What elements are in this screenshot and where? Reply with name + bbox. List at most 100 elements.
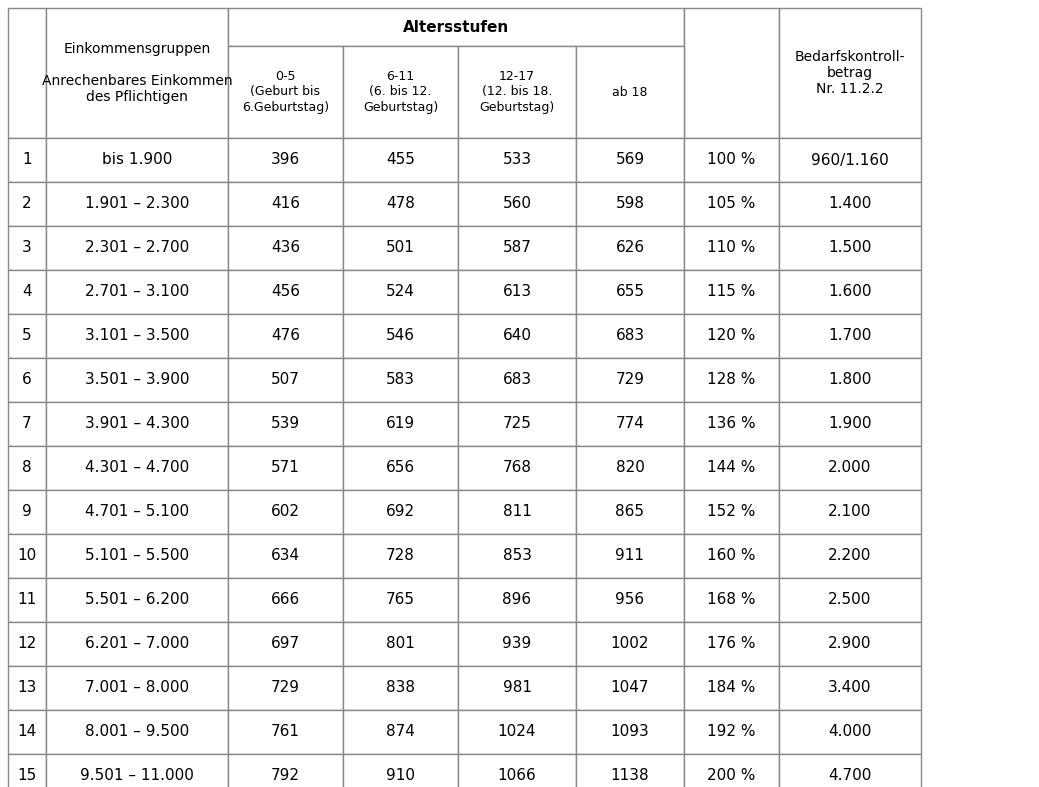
Bar: [576, 446, 684, 490]
Bar: [576, 138, 684, 182]
Bar: [684, 534, 779, 578]
Text: 3.501 – 3.900: 3.501 – 3.900: [85, 372, 189, 387]
Bar: [46, 314, 228, 358]
Bar: [458, 534, 576, 578]
Bar: [684, 578, 779, 622]
Bar: [576, 270, 684, 314]
Bar: [779, 666, 921, 710]
Bar: [228, 182, 343, 226]
Text: 2.200: 2.200: [828, 549, 872, 563]
Text: 3: 3: [22, 241, 32, 256]
Bar: [576, 578, 684, 622]
Text: 666: 666: [271, 593, 300, 608]
Text: 176 %: 176 %: [708, 637, 755, 652]
Text: 2.900: 2.900: [828, 637, 872, 652]
Text: 801: 801: [387, 637, 415, 652]
Text: 1047: 1047: [611, 681, 649, 696]
Text: 13: 13: [18, 681, 36, 696]
Bar: [458, 402, 576, 446]
Text: 728: 728: [387, 549, 415, 563]
Bar: [228, 226, 343, 270]
Bar: [684, 622, 779, 666]
Text: 14: 14: [18, 725, 36, 740]
Text: 598: 598: [615, 197, 644, 212]
Text: 4.700: 4.700: [828, 768, 872, 784]
Bar: [343, 358, 458, 402]
Text: 2.500: 2.500: [828, 593, 872, 608]
Text: 184 %: 184 %: [708, 681, 755, 696]
Bar: [343, 46, 458, 138]
Text: 838: 838: [387, 681, 415, 696]
Bar: [8, 138, 46, 182]
Bar: [779, 402, 921, 446]
Text: 692: 692: [385, 504, 415, 519]
Text: 2.100: 2.100: [828, 504, 872, 519]
Text: 546: 546: [387, 328, 415, 343]
Bar: [576, 182, 684, 226]
Bar: [228, 46, 343, 138]
Text: Bedarfskontroll-
betrag
Nr. 11.2.2: Bedarfskontroll- betrag Nr. 11.2.2: [795, 50, 905, 96]
Bar: [8, 182, 46, 226]
Bar: [458, 710, 576, 754]
Text: 1138: 1138: [611, 768, 649, 784]
Text: 8.001 – 9.500: 8.001 – 9.500: [85, 725, 189, 740]
Bar: [46, 710, 228, 754]
Bar: [458, 446, 576, 490]
Bar: [684, 490, 779, 534]
Text: 168 %: 168 %: [708, 593, 755, 608]
Text: 100 %: 100 %: [708, 153, 755, 168]
Text: 6.201 – 7.000: 6.201 – 7.000: [85, 637, 189, 652]
Text: 1.400: 1.400: [828, 197, 872, 212]
Bar: [458, 270, 576, 314]
Text: 853: 853: [503, 549, 532, 563]
Text: 626: 626: [615, 241, 644, 256]
Bar: [458, 46, 576, 138]
Bar: [343, 490, 458, 534]
Bar: [684, 446, 779, 490]
Bar: [343, 314, 458, 358]
Text: Einkommensgruppen

Anrechenbares Einkommen
des Pflichtigen: Einkommensgruppen Anrechenbares Einkomme…: [42, 42, 233, 105]
Bar: [684, 754, 779, 787]
Bar: [228, 358, 343, 402]
Text: 1093: 1093: [611, 725, 649, 740]
Bar: [46, 138, 228, 182]
Bar: [46, 754, 228, 787]
Bar: [8, 270, 46, 314]
Text: 1066: 1066: [498, 768, 536, 784]
Text: 416: 416: [271, 197, 300, 212]
Text: 144 %: 144 %: [708, 460, 755, 475]
Text: 4.301 – 4.700: 4.301 – 4.700: [85, 460, 189, 475]
Bar: [343, 182, 458, 226]
Bar: [458, 182, 576, 226]
Bar: [684, 358, 779, 402]
Bar: [228, 578, 343, 622]
Text: 960/1.160: 960/1.160: [811, 153, 889, 168]
Bar: [684, 666, 779, 710]
Bar: [343, 578, 458, 622]
Text: 6-11
(6. bis 12.
Geburtstag): 6-11 (6. bis 12. Geburtstag): [363, 71, 438, 113]
Bar: [46, 534, 228, 578]
Bar: [343, 666, 458, 710]
Bar: [46, 270, 228, 314]
Bar: [46, 490, 228, 534]
Text: 3.400: 3.400: [828, 681, 872, 696]
Text: 192 %: 192 %: [708, 725, 755, 740]
Text: 2.701 – 3.100: 2.701 – 3.100: [85, 284, 189, 300]
Text: bis 1.900: bis 1.900: [102, 153, 172, 168]
Bar: [779, 138, 921, 182]
Text: 2.000: 2.000: [828, 460, 872, 475]
Bar: [46, 402, 228, 446]
Text: 820: 820: [615, 460, 644, 475]
Bar: [228, 710, 343, 754]
Text: 9: 9: [22, 504, 32, 519]
Text: 7: 7: [22, 416, 32, 431]
Text: 396: 396: [271, 153, 300, 168]
Text: 560: 560: [503, 197, 532, 212]
Text: 200 %: 200 %: [708, 768, 755, 784]
Bar: [779, 8, 921, 138]
Bar: [46, 182, 228, 226]
Text: 697: 697: [271, 637, 300, 652]
Text: 128 %: 128 %: [708, 372, 755, 387]
Bar: [576, 622, 684, 666]
Bar: [8, 358, 46, 402]
